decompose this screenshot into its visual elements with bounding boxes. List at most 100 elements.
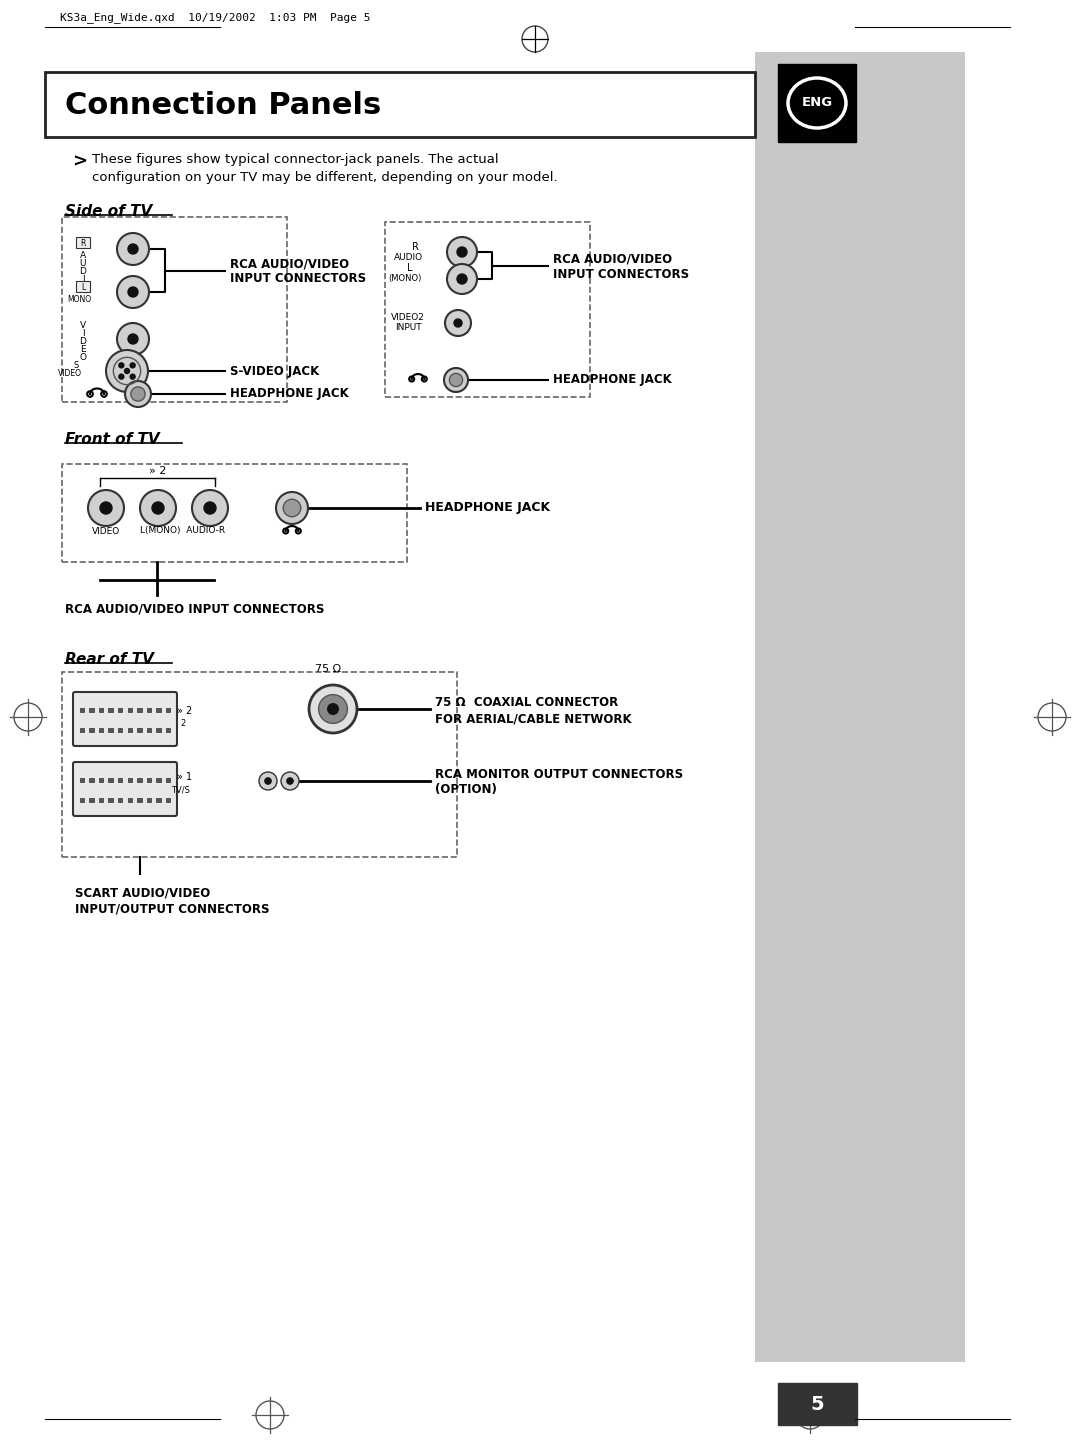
Circle shape <box>449 373 462 386</box>
Bar <box>127 778 132 783</box>
Bar <box>137 708 141 712</box>
Circle shape <box>192 491 228 527</box>
Circle shape <box>131 375 135 379</box>
Circle shape <box>100 502 112 514</box>
Text: A: A <box>80 250 86 259</box>
Bar <box>90 778 94 783</box>
Bar <box>108 797 113 802</box>
Bar <box>118 797 122 802</box>
Circle shape <box>286 777 294 784</box>
Circle shape <box>117 233 149 265</box>
Text: VIDEO: VIDEO <box>58 369 82 379</box>
Bar <box>80 797 84 802</box>
Bar <box>90 708 94 712</box>
Bar <box>76 281 90 292</box>
Text: TV/S: TV/S <box>171 786 189 794</box>
Circle shape <box>131 386 145 401</box>
Bar <box>118 728 122 732</box>
Bar <box>157 797 161 802</box>
Text: (OPTION): (OPTION) <box>435 783 497 796</box>
Text: L: L <box>407 263 413 273</box>
Bar <box>118 778 122 783</box>
Bar <box>99 728 104 732</box>
Text: SCART AUDIO/VIDEO: SCART AUDIO/VIDEO <box>75 887 211 900</box>
Bar <box>166 778 171 783</box>
Circle shape <box>283 499 301 517</box>
Circle shape <box>447 237 477 268</box>
Text: E: E <box>80 344 85 353</box>
Bar <box>90 797 94 802</box>
Text: » 2: » 2 <box>177 706 192 716</box>
Bar <box>99 708 104 712</box>
Circle shape <box>152 502 164 514</box>
Circle shape <box>131 363 135 368</box>
Circle shape <box>129 245 138 255</box>
Text: Side of TV: Side of TV <box>65 204 152 218</box>
Text: ENG: ENG <box>801 97 833 110</box>
Bar <box>80 778 84 783</box>
Bar <box>137 797 141 802</box>
Text: Connection Panels: Connection Panels <box>65 91 381 120</box>
Circle shape <box>117 323 149 355</box>
Text: 5: 5 <box>810 1395 824 1414</box>
Text: INPUT CONNECTORS: INPUT CONNECTORS <box>230 272 366 285</box>
Circle shape <box>119 375 124 379</box>
Circle shape <box>119 363 124 368</box>
FancyBboxPatch shape <box>778 1383 858 1425</box>
Text: INPUT: INPUT <box>394 323 421 331</box>
Circle shape <box>445 310 471 336</box>
Text: D: D <box>80 266 86 275</box>
Circle shape <box>140 491 176 527</box>
FancyBboxPatch shape <box>778 64 856 142</box>
Circle shape <box>259 773 276 790</box>
Bar <box>157 708 161 712</box>
Text: V: V <box>80 320 86 330</box>
Text: These figures show typical connector-jack panels. The actual: These figures show typical connector-jac… <box>92 153 499 166</box>
Text: RCA AUDIO/VIDEO: RCA AUDIO/VIDEO <box>230 258 349 271</box>
Bar <box>99 797 104 802</box>
Circle shape <box>327 703 338 715</box>
Text: I: I <box>82 275 84 284</box>
Circle shape <box>129 287 138 297</box>
Text: R: R <box>80 239 85 247</box>
Text: Front of TV: Front of TV <box>65 433 160 447</box>
Bar <box>137 778 141 783</box>
Text: RCA AUDIO/VIDEO INPUT CONNECTORS: RCA AUDIO/VIDEO INPUT CONNECTORS <box>65 602 324 615</box>
Bar <box>137 728 141 732</box>
Circle shape <box>204 502 216 514</box>
Text: INPUT/OUTPUT CONNECTORS: INPUT/OUTPUT CONNECTORS <box>75 903 270 916</box>
Circle shape <box>457 273 467 284</box>
Bar <box>108 708 113 712</box>
Circle shape <box>124 369 130 373</box>
Bar <box>108 778 113 783</box>
Bar <box>118 708 122 712</box>
Text: 75 Ω: 75 Ω <box>315 664 341 674</box>
Bar <box>76 237 90 247</box>
Circle shape <box>87 491 124 527</box>
Text: » 2: » 2 <box>149 466 166 476</box>
Text: 2: 2 <box>180 719 186 728</box>
Text: HEADPHONE JACK: HEADPHONE JACK <box>426 502 550 515</box>
Ellipse shape <box>788 78 846 127</box>
Text: RCA AUDIO/VIDEO: RCA AUDIO/VIDEO <box>553 252 672 265</box>
Circle shape <box>281 773 299 790</box>
Text: R: R <box>411 242 418 252</box>
FancyBboxPatch shape <box>73 692 177 747</box>
Bar <box>166 797 171 802</box>
Text: RCA MONITOR OUTPUT CONNECTORS: RCA MONITOR OUTPUT CONNECTORS <box>435 767 684 780</box>
Bar <box>127 708 132 712</box>
Text: S: S <box>73 360 79 369</box>
Text: (MONO): (MONO) <box>389 273 421 282</box>
Bar <box>147 708 151 712</box>
Text: MONO: MONO <box>67 295 91 304</box>
Text: 75 Ω  COAXIAL CONNECTOR: 75 Ω COAXIAL CONNECTOR <box>435 696 618 709</box>
Bar <box>157 728 161 732</box>
Bar <box>147 728 151 732</box>
Text: Rear of TV: Rear of TV <box>65 653 153 667</box>
Circle shape <box>265 777 271 784</box>
Circle shape <box>309 684 357 734</box>
Text: KS3a_Eng_Wide.qxd  10/19/2002  1:03 PM  Page 5: KS3a_Eng_Wide.qxd 10/19/2002 1:03 PM Pag… <box>60 12 370 23</box>
Bar <box>127 728 132 732</box>
Bar <box>147 797 151 802</box>
Text: AUDIO: AUDIO <box>393 252 422 262</box>
